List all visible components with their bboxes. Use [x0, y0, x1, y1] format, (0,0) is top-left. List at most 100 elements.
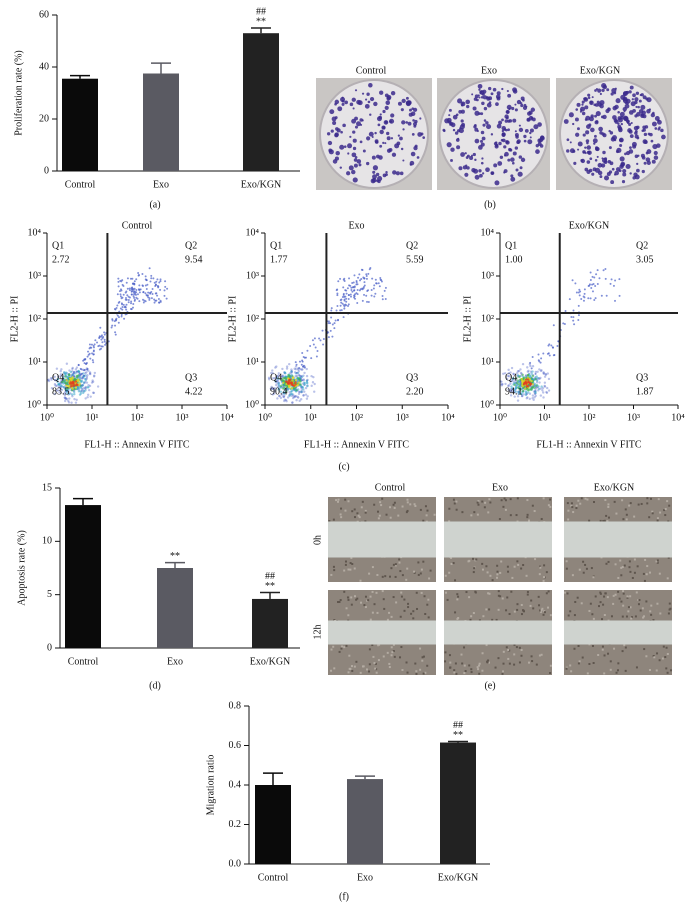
colony [517, 100, 521, 104]
colony [592, 96, 594, 98]
cell-texture [646, 565, 648, 567]
event-dot [123, 318, 125, 320]
cell-texture [335, 499, 337, 501]
colony [569, 112, 574, 117]
colony [575, 133, 579, 137]
cell-texture [622, 518, 624, 520]
event-dot [71, 388, 73, 390]
colony [484, 107, 487, 110]
colony [402, 128, 404, 130]
colony [646, 109, 650, 113]
event-dot [90, 347, 92, 349]
colony [372, 171, 375, 174]
event-dot [545, 391, 547, 393]
event-dot [593, 276, 595, 278]
colony [337, 106, 342, 111]
event-dot [73, 372, 75, 374]
event-dot [160, 300, 162, 302]
event-dot [532, 394, 534, 396]
event-dot [152, 288, 154, 290]
colony [616, 98, 621, 103]
colony [598, 171, 602, 175]
cell-texture [496, 577, 498, 579]
event-dot [73, 391, 75, 393]
event-dot [125, 290, 127, 292]
colony [379, 145, 382, 148]
event-dot [117, 281, 119, 283]
y-tick-label: 10¹ [28, 356, 41, 367]
event-dot [314, 383, 316, 385]
colony [479, 96, 481, 98]
cell-texture [351, 604, 353, 606]
cell-texture [652, 512, 654, 514]
event-dot [322, 330, 324, 332]
cell-texture [414, 505, 416, 507]
colony [448, 114, 450, 116]
event-dot [345, 301, 347, 303]
colony [480, 140, 483, 143]
cell-texture [407, 501, 409, 503]
cell-texture [420, 509, 422, 511]
event-dot [306, 368, 308, 370]
colony [355, 126, 358, 129]
colony [506, 110, 510, 114]
event-dot [578, 305, 580, 307]
colony [335, 116, 338, 119]
event-dot [92, 392, 94, 394]
colony [478, 169, 481, 172]
colony [379, 91, 383, 95]
event-dot [149, 293, 151, 295]
cell-texture [622, 590, 624, 592]
colony [493, 88, 497, 92]
event-dot [132, 282, 134, 284]
event-dot [159, 280, 161, 282]
event-dot [94, 372, 96, 374]
cell-texture [418, 574, 420, 576]
wound-gap [328, 621, 436, 645]
colony [482, 124, 485, 127]
event-dot [363, 286, 365, 288]
colony [497, 161, 502, 166]
event-dot [611, 278, 613, 280]
cell-texture [434, 514, 436, 516]
colony [646, 152, 649, 155]
event-dot [298, 378, 300, 380]
event-dot [131, 294, 133, 296]
y-tick-label: 10¹ [481, 356, 494, 367]
cell-texture [497, 571, 499, 573]
colony [661, 135, 666, 140]
event-dot [378, 282, 380, 284]
event-dot [340, 305, 342, 307]
event-dot [149, 267, 151, 269]
cell-texture [659, 659, 661, 661]
cell-texture [347, 599, 349, 601]
event-dot [522, 363, 524, 365]
quadrant-name: Q4 [52, 372, 64, 383]
colony [353, 139, 357, 143]
cell-texture [550, 614, 552, 616]
cell-texture [340, 648, 342, 650]
cell-texture [591, 613, 593, 615]
colony [634, 131, 637, 134]
cell-texture [628, 505, 630, 507]
cell-texture [507, 566, 509, 568]
event-dot [79, 390, 81, 392]
event-dot [127, 288, 129, 290]
cell-texture [507, 571, 509, 573]
colony [354, 164, 358, 168]
colony [599, 175, 602, 178]
y-tick-label: 40 [39, 61, 49, 72]
colony [456, 138, 460, 142]
cell-texture [484, 502, 486, 504]
event-dot [306, 350, 308, 352]
cell-texture [527, 514, 529, 516]
cell-texture [522, 564, 524, 566]
colony [415, 145, 418, 148]
cell-texture [460, 654, 462, 656]
event-dot [336, 305, 338, 307]
image-label: Exo/KGN [580, 65, 621, 76]
colony [481, 102, 484, 105]
cell-texture [399, 570, 401, 572]
colony [354, 158, 358, 162]
cell-texture [650, 498, 652, 500]
